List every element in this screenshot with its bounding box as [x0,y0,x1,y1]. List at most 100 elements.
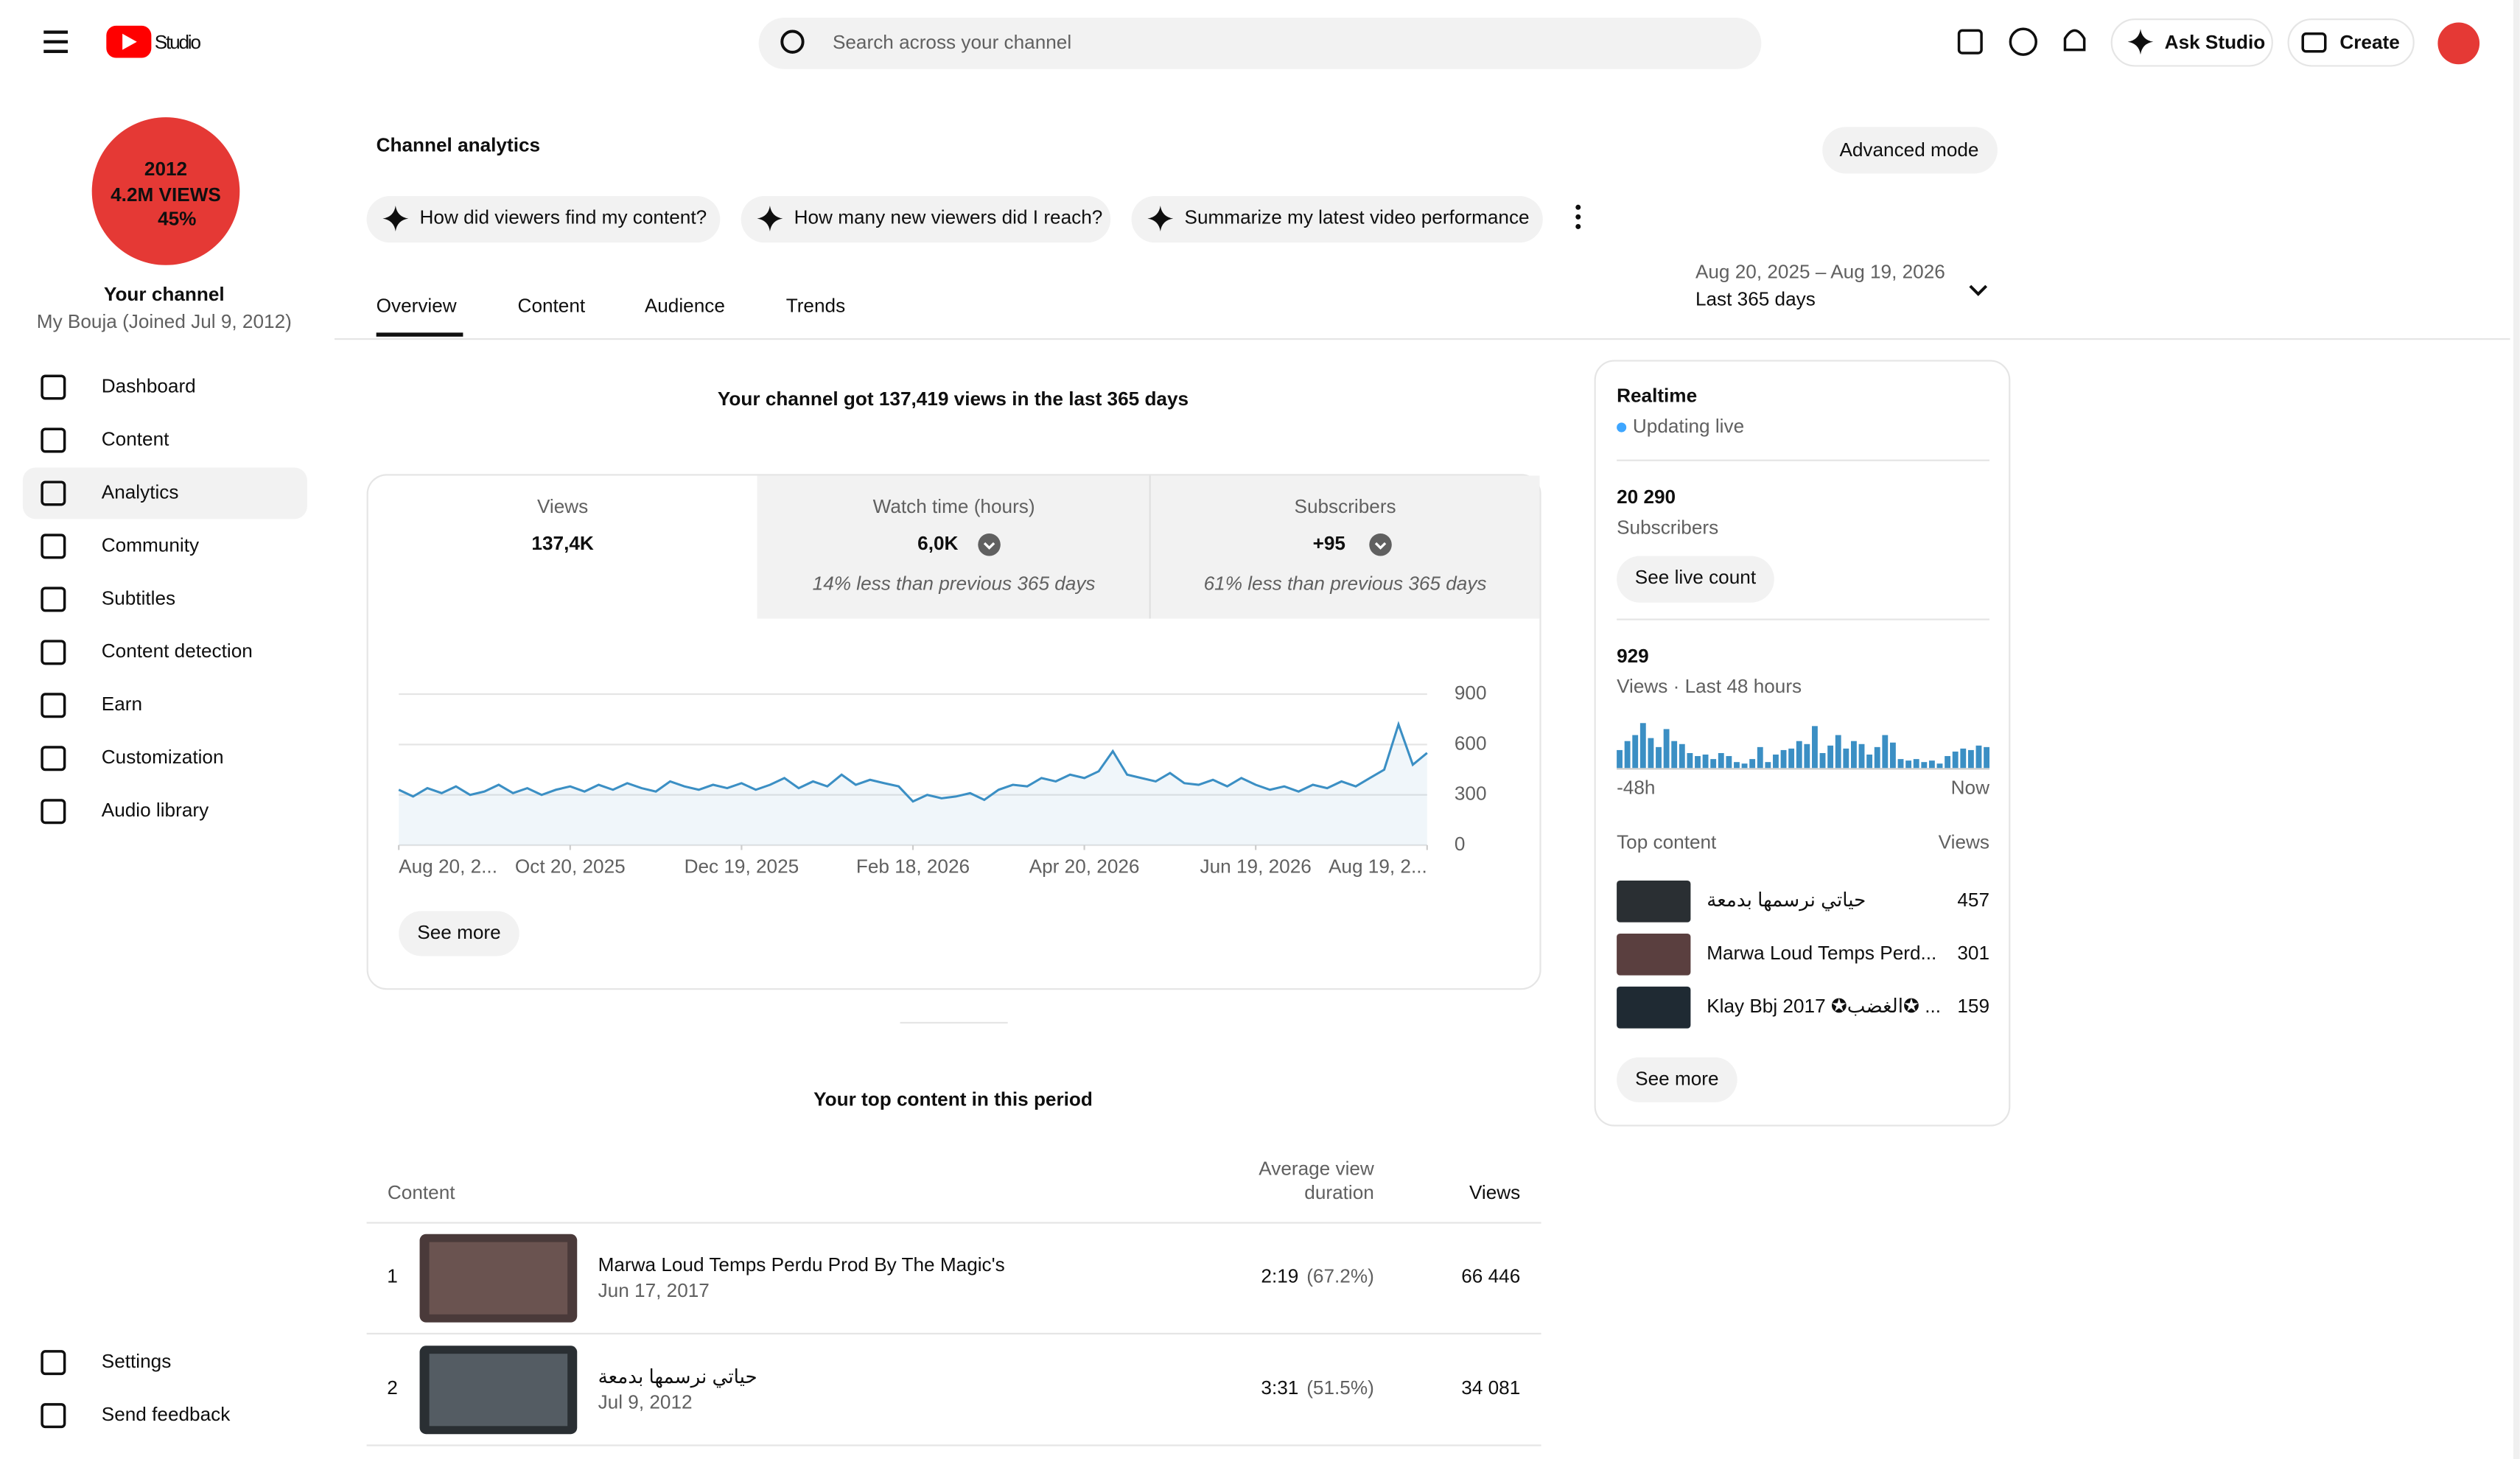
tab[interactable]: Audience [645,294,725,316]
bar [1921,762,1928,769]
metric-tab-bg [757,475,1540,619]
channel-avatar [91,117,240,265]
prompt-label[interactable]: How many new viewers did I reach? [794,206,1103,228]
metric-value: +95 [1313,532,1345,554]
see-more-label[interactable]: See more [1635,1067,1718,1089]
column-header: Content [388,1181,455,1203]
prompt-chip[interactable] [741,196,1111,243]
nav-item[interactable]: Dashboard [102,374,196,396]
bar [1639,723,1646,769]
prompt-chip[interactable] [366,196,721,243]
nav-icon [41,533,66,559]
subscriber-count: 20 290 [1617,486,1676,508]
avatar-year: 2012 [144,158,187,180]
advanced-mode-button[interactable] [1822,127,1998,174]
x-tick-label: Apr 20, 2026 [1029,855,1140,877]
item-title[interactable]: Marwa Loud Temps Perd... [1707,942,1936,964]
bar [1632,735,1639,769]
top-content-label: Top content [1617,831,1717,853]
advanced-mode-label[interactable]: Advanced mode [1839,139,1978,161]
live-count-label[interactable]: See live count [1635,566,1757,588]
bar [1617,749,1623,769]
nav-item[interactable]: Customization [102,746,224,768]
bar [1882,735,1889,769]
card-divider [1617,618,1989,620]
see-more-button[interactable] [399,911,519,956]
bar [1780,749,1787,769]
bar [1960,748,1967,769]
bar [1866,755,1873,769]
x-tick-label: Dec 19, 2025 [685,855,799,877]
bar [1858,744,1865,769]
nav-item[interactable]: Settings [102,1350,172,1372]
bar [1726,756,1732,769]
nav-icon [41,427,66,453]
see-more-button[interactable] [1617,1057,1737,1102]
menu-icon[interactable] [43,49,68,53]
thumbnail[interactable] [1617,880,1691,923]
video-date: Jul 9, 2012 [598,1391,693,1413]
metric-note: 14% less than previous 365 days [813,573,1096,595]
prompt-chip[interactable] [1131,196,1543,243]
ask-studio-button[interactable] [2110,18,2273,67]
ask-studio-label[interactable]: Ask Studio [2165,31,2266,53]
y-tick-label: 0 [1455,833,1466,855]
x-tick-label: Feb 18, 2026 [856,855,970,877]
thumbnail[interactable] [1617,986,1691,1029]
metric-label: Subscribers [1295,495,1396,517]
bar-x-label: Now [1951,777,1989,799]
bar [1687,752,1693,769]
menu-icon[interactable] [43,30,68,34]
search-box[interactable] [758,17,1762,69]
item-title[interactable]: حياتي نرسمها بدمعة [1707,889,1866,912]
tab[interactable]: Content [518,294,586,316]
live-count-button[interactable] [1617,556,1774,603]
bar [1695,756,1701,769]
more-dot [1575,214,1581,220]
nav-item[interactable]: Audio library [102,799,209,821]
nav-item[interactable]: Content [102,427,169,449]
bar [1835,735,1841,769]
tab[interactable]: Trends [786,294,845,316]
see-more-label[interactable]: See more [417,921,500,943]
realtime-card [1594,360,2011,1127]
bar [1765,762,1771,769]
nav-item[interactable]: Analytics [102,480,179,503]
item-title[interactable]: Klay Bbj 2017 ✪الغضب✪ ... [1707,995,1941,1017]
bar [1945,756,1951,769]
down-arrow [983,542,995,550]
prompt-label[interactable]: How did viewers find my content? [420,206,707,228]
nav-icon [41,374,66,400]
menu-icon[interactable] [43,40,68,43]
bar [1913,759,1919,769]
video-title[interactable]: Marwa Loud Temps Perdu Prod By The Magic… [598,1253,1005,1276]
nav-item[interactable]: Content detection [102,640,253,662]
bar [1804,744,1810,769]
card-divider [1617,459,1989,461]
bar [1812,726,1818,769]
bar [1874,746,1880,769]
nav-item[interactable]: Subtitles [102,587,175,609]
spark-icon [382,206,409,232]
spark-icon [2127,29,2154,55]
create-label[interactable]: Create [2339,31,2399,53]
nav-item[interactable]: Send feedback [102,1403,231,1425]
section-title: Your top content in this period [813,1088,1093,1110]
bar [1679,744,1685,769]
messages-icon [1957,29,1983,55]
nav-item[interactable]: Community [102,533,200,556]
tab-underline [376,332,463,337]
prompt-label[interactable]: Summarize my latest video performance [1185,206,1530,228]
views: 34 081 [1461,1376,1520,1399]
search-placeholder: Search across your channel [833,31,1071,53]
create-button[interactable] [2287,18,2415,67]
video-title[interactable]: حياتي نرسمها بدمعة [598,1365,757,1388]
views-48h-label: Views · Last 48 hours [1617,675,1802,697]
tab[interactable]: Overview [377,294,457,316]
bar [1734,762,1740,769]
column-header: Average view [1259,1157,1374,1179]
row-divider [366,1444,1541,1446]
nav-item[interactable]: Earn [102,693,142,715]
section-divider [900,1021,1008,1024]
thumbnail[interactable] [1617,933,1691,976]
